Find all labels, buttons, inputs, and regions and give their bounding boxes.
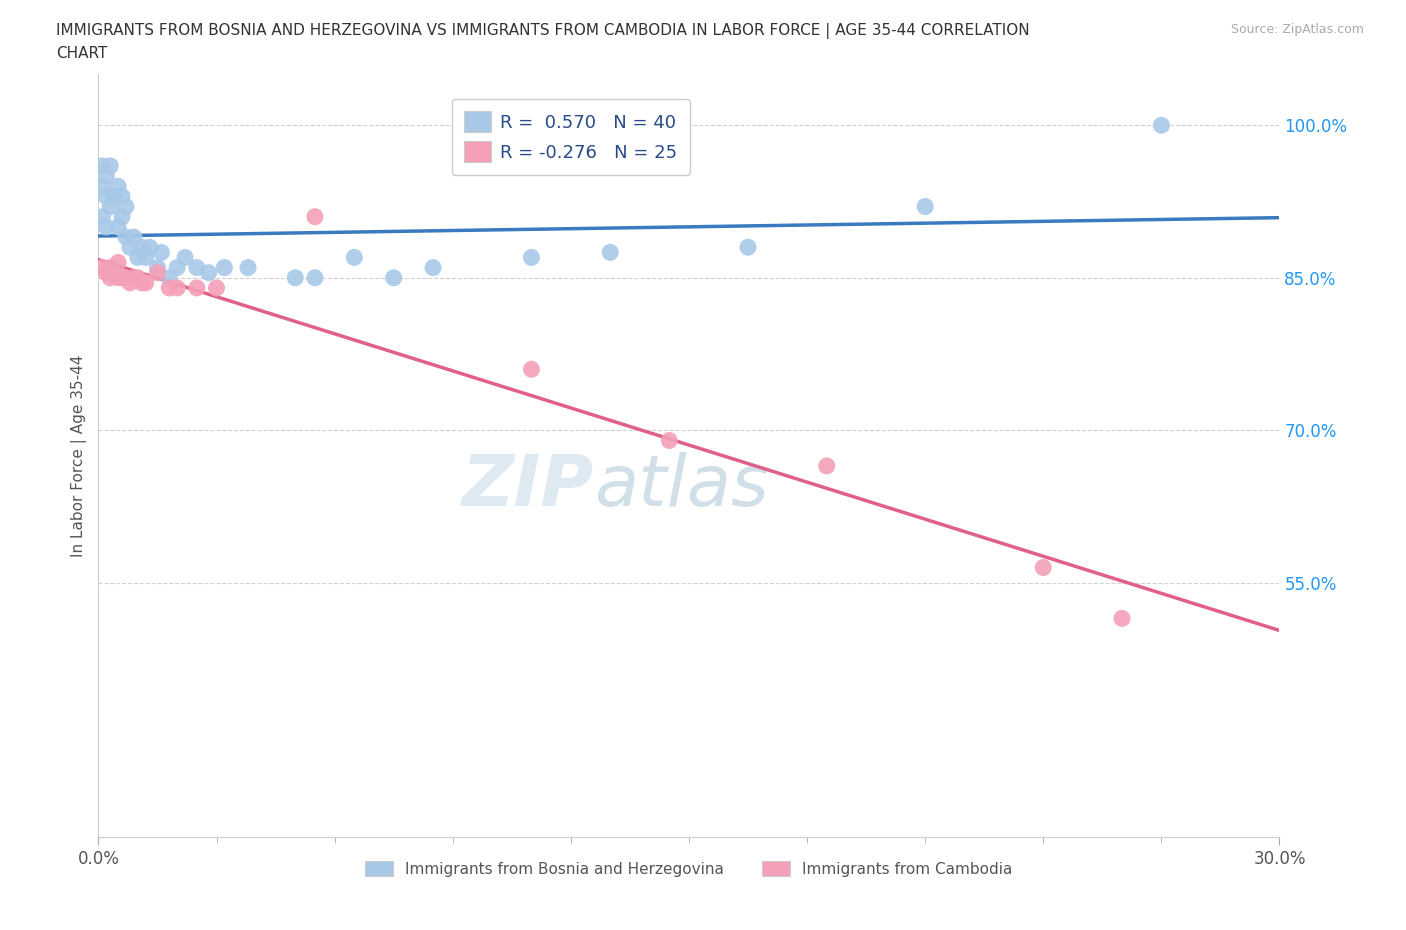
Point xyxy=(111,271,134,286)
Point xyxy=(815,458,838,473)
Point xyxy=(103,189,125,204)
Point xyxy=(157,271,180,286)
Point xyxy=(127,271,149,286)
Point xyxy=(166,281,188,296)
Point xyxy=(98,158,121,173)
Text: CHART: CHART xyxy=(56,46,108,61)
Point xyxy=(214,260,236,275)
Point xyxy=(98,260,121,275)
Point xyxy=(174,250,197,265)
Point xyxy=(304,209,326,224)
Point xyxy=(91,260,114,275)
Point xyxy=(107,179,129,193)
Point xyxy=(422,260,444,275)
Point xyxy=(150,245,173,259)
Point xyxy=(343,250,366,265)
Point xyxy=(115,271,138,286)
Point xyxy=(197,265,219,280)
Point xyxy=(111,209,134,224)
Point xyxy=(118,275,141,290)
Point xyxy=(599,245,621,259)
Point xyxy=(107,255,129,270)
Point xyxy=(115,230,138,245)
Point xyxy=(131,275,153,290)
Point xyxy=(520,362,543,377)
Point xyxy=(122,271,145,286)
Point xyxy=(118,240,141,255)
Point xyxy=(122,230,145,245)
Point xyxy=(186,260,208,275)
Point xyxy=(382,271,405,286)
Point xyxy=(304,271,326,286)
Point xyxy=(103,265,125,280)
Point xyxy=(1032,560,1054,575)
Point xyxy=(166,260,188,275)
Point xyxy=(135,250,157,265)
Point xyxy=(135,275,157,290)
Point xyxy=(284,271,307,286)
Point xyxy=(138,240,160,255)
Point xyxy=(98,199,121,214)
Point xyxy=(914,199,936,214)
Point xyxy=(146,265,169,280)
Point xyxy=(96,219,118,234)
Point xyxy=(157,281,180,296)
Point xyxy=(107,219,129,234)
Point xyxy=(91,179,114,193)
Point xyxy=(91,209,114,224)
Point xyxy=(146,260,169,275)
Point xyxy=(107,271,129,286)
Point xyxy=(98,271,121,286)
Legend: Immigrants from Bosnia and Herzegovina, Immigrants from Cambodia: Immigrants from Bosnia and Herzegovina, … xyxy=(360,855,1018,883)
Point xyxy=(127,250,149,265)
Text: IMMIGRANTS FROM BOSNIA AND HERZEGOVINA VS IMMIGRANTS FROM CAMBODIA IN LABOR FORC: IMMIGRANTS FROM BOSNIA AND HERZEGOVINA V… xyxy=(56,23,1029,39)
Point xyxy=(1111,611,1133,626)
Point xyxy=(115,199,138,214)
Text: ZIP: ZIP xyxy=(463,452,595,521)
Point xyxy=(96,265,118,280)
Point xyxy=(737,240,759,255)
Point xyxy=(205,281,228,296)
Text: atlas: atlas xyxy=(595,452,769,521)
Y-axis label: In Labor Force | Age 35-44: In Labor Force | Age 35-44 xyxy=(72,354,87,557)
Point xyxy=(1150,118,1173,133)
Point xyxy=(520,250,543,265)
Text: Source: ZipAtlas.com: Source: ZipAtlas.com xyxy=(1230,23,1364,36)
Point xyxy=(658,433,681,448)
Point xyxy=(111,189,134,204)
Point xyxy=(131,240,153,255)
Point xyxy=(96,168,118,183)
Point xyxy=(236,260,259,275)
Point xyxy=(91,158,114,173)
Point xyxy=(96,189,118,204)
Point xyxy=(186,281,208,296)
